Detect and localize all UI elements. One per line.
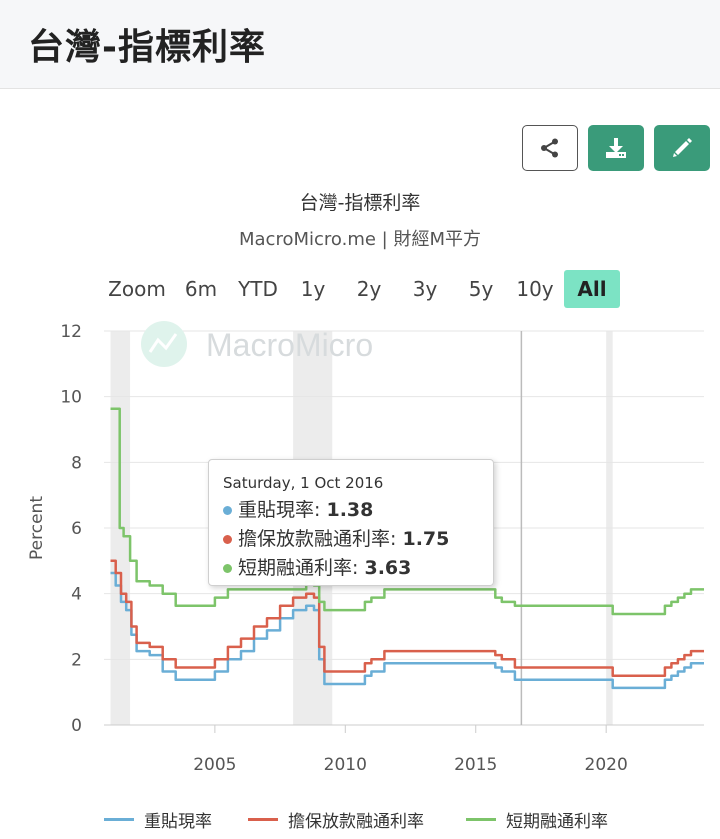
y-tick-label: 12: [60, 322, 82, 342]
pencil-icon: [673, 138, 692, 157]
y-axis-label: Percent: [27, 496, 47, 560]
legend-item-short-term-rate[interactable]: 短期融通利率: [466, 806, 608, 832]
x-tick-label: 2020: [585, 755, 628, 775]
y-tick-label: 8: [71, 453, 82, 473]
range-3y-button[interactable]: 3y: [412, 277, 438, 301]
tooltip-row: 擔保放款融通利率: 1.75: [223, 525, 479, 554]
chart-tooltip: Saturday, 1 Oct 2016 重貼現率: 1.38 擔保放款融通利率…: [208, 459, 494, 586]
range-6m-button[interactable]: 6m: [184, 277, 218, 301]
tooltip-row: 短期融通利率: 3.63: [223, 554, 479, 583]
download-button[interactable]: [588, 125, 644, 171]
series-line-0[interactable]: [110, 571, 705, 690]
series-line-2[interactable]: [110, 407, 705, 616]
page-header: 台灣-指標利率: [0, 0, 720, 89]
page-title: 台灣-指標利率: [28, 27, 266, 68]
share-button[interactable]: [522, 125, 578, 171]
range-ytd-button[interactable]: YTD: [238, 277, 278, 301]
download-icon: [606, 138, 626, 158]
edit-button[interactable]: [654, 125, 710, 171]
series-dot-icon: [223, 535, 232, 544]
share-icon: [541, 138, 558, 158]
legend-line-icon: [248, 817, 278, 821]
y-tick-label: 10: [60, 388, 82, 408]
tooltip-series-value: 1.75: [402, 528, 450, 550]
y-tick-label: 2: [71, 650, 82, 670]
legend-item-secured-loan-rate[interactable]: 擔保放款融通利率: [248, 806, 424, 832]
series-dot-icon: [223, 564, 232, 573]
tooltip-series-value: 3.63: [364, 557, 412, 579]
legend-line-icon: [466, 817, 496, 821]
legend-label: 重貼現率: [144, 811, 212, 832]
zoom-label: Zoom: [108, 277, 166, 301]
legend-label: 短期融通利率: [506, 811, 608, 832]
x-tick-label: 2010: [324, 755, 367, 775]
y-tick-label: 4: [71, 585, 82, 605]
tooltip-date: Saturday, 1 Oct 2016: [223, 474, 384, 492]
tooltip-series-value: 1.38: [326, 499, 374, 521]
tooltip-series-name: 重貼現率: [238, 499, 315, 521]
range-10y-button[interactable]: 10y: [516, 277, 554, 301]
range-5y-button[interactable]: 5y: [468, 277, 494, 301]
legend-line-icon: [104, 817, 134, 821]
watermark: MacroMicro: [141, 321, 373, 367]
y-tick-label: 0: [71, 716, 82, 736]
tooltip-series-name: 擔保放款融通利率: [238, 528, 391, 550]
tooltip-series-name: 短期融通利率: [238, 557, 353, 579]
legend-item-discount-rate[interactable]: 重貼現率: [104, 806, 212, 832]
tooltip-row: 重貼現率: 1.38: [223, 496, 479, 525]
range-2y-button[interactable]: 2y: [356, 277, 382, 301]
watermark-text: MacroMicro: [206, 327, 373, 363]
range-all-button[interactable]: All: [564, 270, 620, 308]
chart-title: 台灣-指標利率: [299, 192, 421, 214]
chart-subtitle: MacroMicro.me | 財經M平方: [239, 229, 481, 250]
legend-label: 擔保放款融通利率: [288, 811, 424, 832]
series-line-1[interactable]: [110, 559, 705, 678]
range-1y-button[interactable]: 1y: [300, 277, 326, 301]
y-tick-label: 6: [71, 519, 82, 539]
x-tick-label: 2015: [454, 755, 497, 775]
x-tick-label: 2005: [193, 755, 236, 775]
series-dot-icon: [223, 506, 232, 515]
